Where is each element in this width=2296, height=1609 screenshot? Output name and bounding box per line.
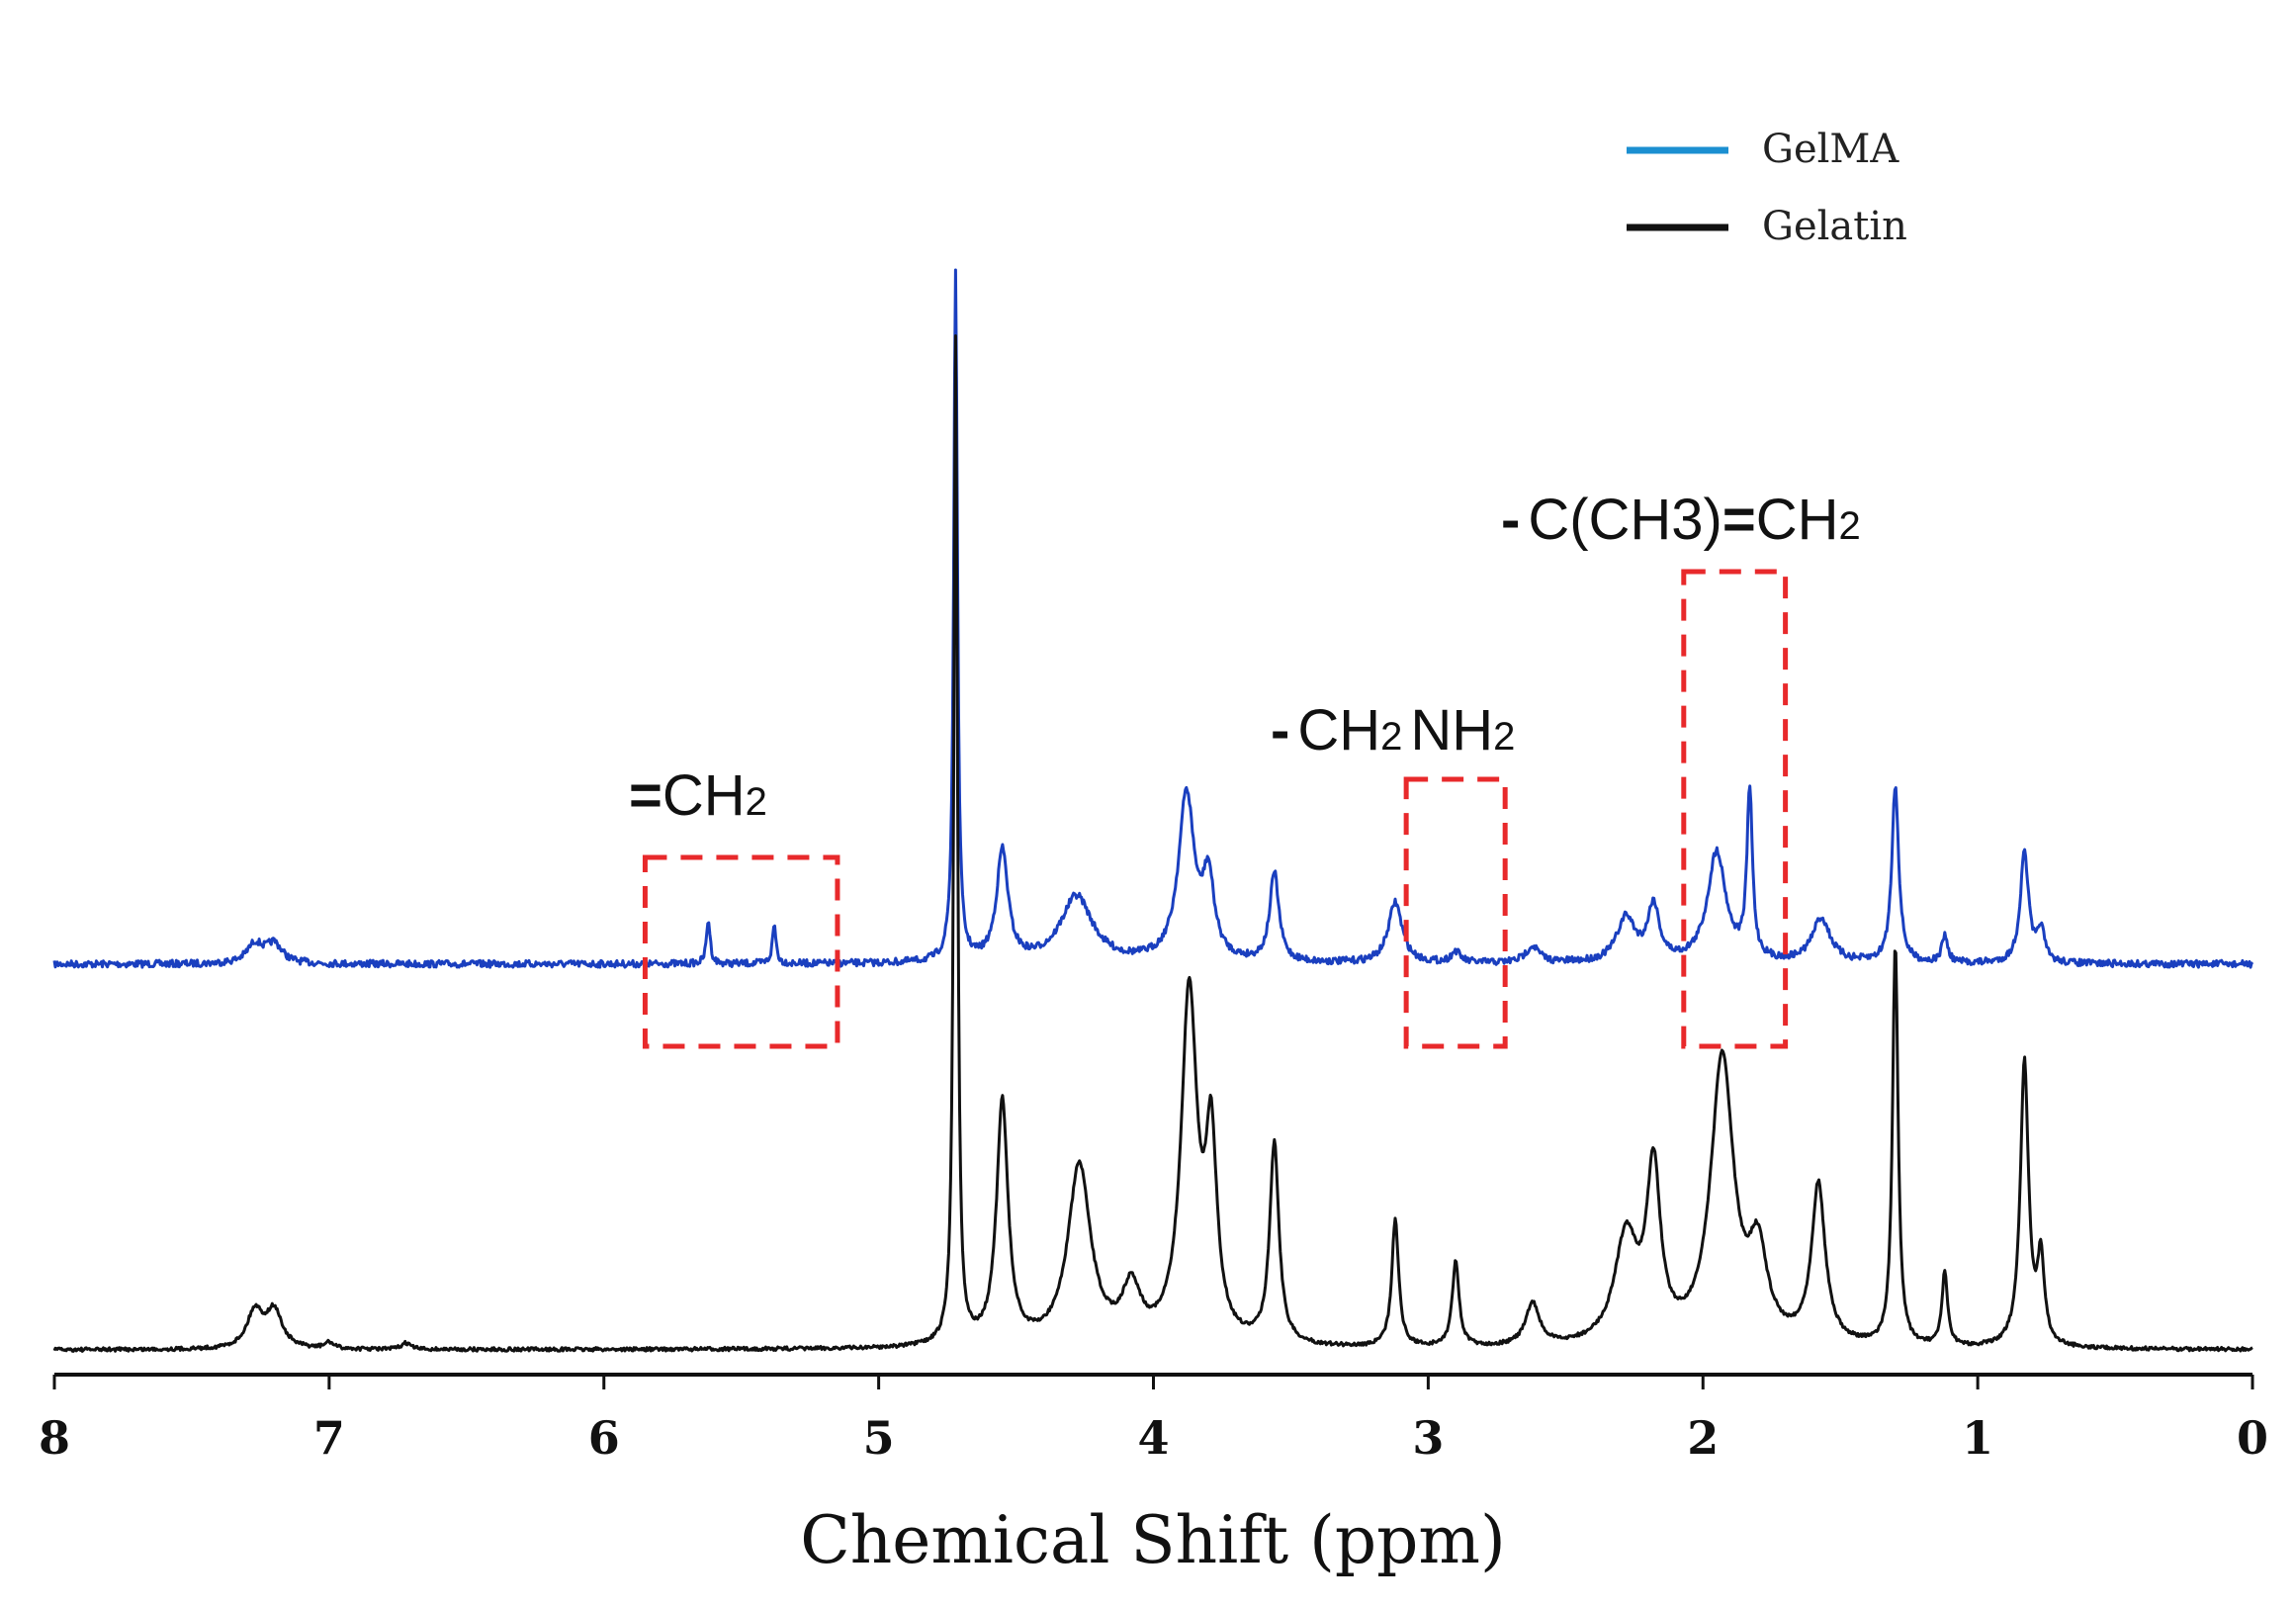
highlight-boxes [642, 569, 1789, 1049]
x-tick-label: 8 [39, 1411, 70, 1465]
spectra-layer [52, 268, 2254, 1353]
series-line-gelma [52, 268, 2254, 969]
annotation-methyl-label: - C(CH3)=CH2 [1501, 488, 1861, 552]
annotation-vinyl: =CH2 [629, 763, 767, 828]
x-tick-label: 6 [588, 1411, 620, 1465]
highlight-box-lysine [1403, 776, 1508, 1049]
annotation-vinyl-label: =CH2 [629, 763, 767, 828]
x-tick-label: 2 [1687, 1411, 1719, 1465]
x-tick-label: 4 [1137, 1411, 1169, 1465]
legend-label-gelma: GelMA [1762, 127, 1899, 172]
legend: GelMA Gelatin [1627, 127, 1907, 249]
annotation-lysine-label: - CH2 NH2 [1271, 698, 1515, 762]
annotation-methyl: - C(CH3)=CH2 [1501, 488, 1861, 552]
x-axis-title: Chemical Shift (ppm) [800, 1502, 1506, 1578]
x-tick-label: 7 [313, 1411, 345, 1465]
x-tick-label: 1 [1962, 1411, 1993, 1465]
x-tick-label: 0 [2237, 1411, 2268, 1465]
x-tick-label: 3 [1412, 1411, 1444, 1465]
legend-label-gelatin: Gelatin [1762, 204, 1907, 249]
highlight-box-methyl [1681, 569, 1789, 1049]
highlight-box-vinyl [642, 854, 840, 1049]
x-axis-ticks: 8 7 6 5 4 3 2 1 0 [39, 1375, 2268, 1465]
series-line-gelatin [52, 334, 2253, 1353]
annotation-lysine: - CH2 NH2 [1271, 698, 1515, 762]
x-tick-label: 5 [863, 1411, 895, 1465]
